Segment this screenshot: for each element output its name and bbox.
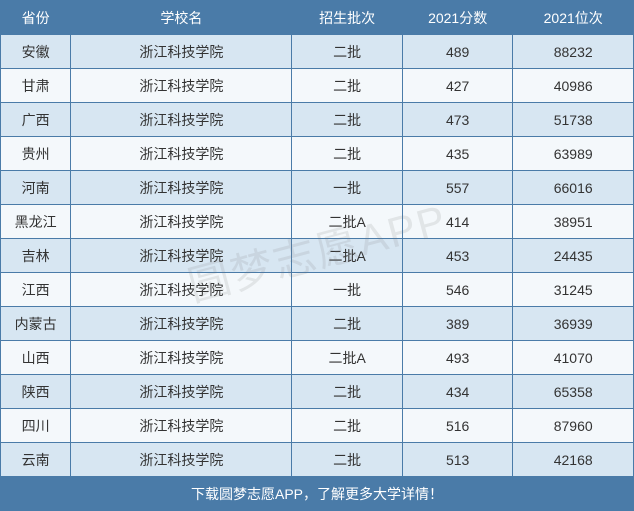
header-school: 学校名 xyxy=(71,1,292,35)
cell-batch: 二批 xyxy=(292,443,403,477)
cell-batch: 一批 xyxy=(292,171,403,205)
cell-rank: 36939 xyxy=(513,307,634,341)
cell-province: 安徽 xyxy=(1,35,71,69)
cell-batch: 二批A xyxy=(292,239,403,273)
cell-rank: 65358 xyxy=(513,375,634,409)
table-header-row: 省份 学校名 招生批次 2021分数 2021位次 xyxy=(1,1,634,35)
cell-province: 吉林 xyxy=(1,239,71,273)
cell-school: 浙江科技学院 xyxy=(71,273,292,307)
cell-score: 414 xyxy=(402,205,513,239)
cell-province: 广西 xyxy=(1,103,71,137)
table-row: 广西 浙江科技学院 二批 473 51738 xyxy=(1,103,634,137)
table-body: 安徽 浙江科技学院 二批 489 88232 甘肃 浙江科技学院 二批 427 … xyxy=(1,35,634,511)
cell-school: 浙江科技学院 xyxy=(71,409,292,443)
cell-rank: 51738 xyxy=(513,103,634,137)
cell-score: 493 xyxy=(402,341,513,375)
cell-score: 546 xyxy=(402,273,513,307)
table-row: 陕西 浙江科技学院 二批 434 65358 xyxy=(1,375,634,409)
cell-score: 434 xyxy=(402,375,513,409)
table-row: 内蒙古 浙江科技学院 二批 389 36939 xyxy=(1,307,634,341)
table-row: 江西 浙江科技学院 一批 546 31245 xyxy=(1,273,634,307)
table-row: 云南 浙江科技学院 二批 513 42168 xyxy=(1,443,634,477)
header-batch: 招生批次 xyxy=(292,1,403,35)
cell-province: 河南 xyxy=(1,171,71,205)
cell-province: 江西 xyxy=(1,273,71,307)
cell-rank: 31245 xyxy=(513,273,634,307)
cell-batch: 二批A xyxy=(292,205,403,239)
cell-rank: 38951 xyxy=(513,205,634,239)
cell-school: 浙江科技学院 xyxy=(71,307,292,341)
cell-batch: 一批 xyxy=(292,273,403,307)
table-row: 吉林 浙江科技学院 二批A 453 24435 xyxy=(1,239,634,273)
table-row: 四川 浙江科技学院 二批 516 87960 xyxy=(1,409,634,443)
cell-rank: 63989 xyxy=(513,137,634,171)
table-footer-row: 下载圆梦志愿APP，了解更多大学详情！ xyxy=(1,477,634,511)
cell-province: 山西 xyxy=(1,341,71,375)
cell-score: 489 xyxy=(402,35,513,69)
cell-school: 浙江科技学院 xyxy=(71,239,292,273)
cell-province: 甘肃 xyxy=(1,69,71,103)
table-row: 河南 浙江科技学院 一批 557 66016 xyxy=(1,171,634,205)
cell-school: 浙江科技学院 xyxy=(71,205,292,239)
table-row: 甘肃 浙江科技学院 二批 427 40986 xyxy=(1,69,634,103)
cell-score: 557 xyxy=(402,171,513,205)
cell-rank: 88232 xyxy=(513,35,634,69)
cell-rank: 87960 xyxy=(513,409,634,443)
cell-province: 内蒙古 xyxy=(1,307,71,341)
cell-score: 389 xyxy=(402,307,513,341)
header-rank: 2021位次 xyxy=(513,1,634,35)
cell-score: 435 xyxy=(402,137,513,171)
cell-province: 贵州 xyxy=(1,137,71,171)
cell-school: 浙江科技学院 xyxy=(71,69,292,103)
footer-text: 下载圆梦志愿APP，了解更多大学详情！ xyxy=(1,477,634,511)
cell-batch: 二批 xyxy=(292,137,403,171)
cell-rank: 42168 xyxy=(513,443,634,477)
cell-score: 516 xyxy=(402,409,513,443)
cell-school: 浙江科技学院 xyxy=(71,103,292,137)
header-score: 2021分数 xyxy=(402,1,513,35)
cell-score: 473 xyxy=(402,103,513,137)
table-row: 安徽 浙江科技学院 二批 489 88232 xyxy=(1,35,634,69)
admissions-table: 省份 学校名 招生批次 2021分数 2021位次 安徽 浙江科技学院 二批 4… xyxy=(0,0,634,511)
cell-batch: 二批 xyxy=(292,409,403,443)
cell-school: 浙江科技学院 xyxy=(71,137,292,171)
cell-province: 黑龙江 xyxy=(1,205,71,239)
cell-batch: 二批 xyxy=(292,103,403,137)
table-row: 山西 浙江科技学院 二批A 493 41070 xyxy=(1,341,634,375)
cell-school: 浙江科技学院 xyxy=(71,443,292,477)
cell-batch: 二批 xyxy=(292,69,403,103)
cell-score: 453 xyxy=(402,239,513,273)
cell-province: 陕西 xyxy=(1,375,71,409)
cell-province: 云南 xyxy=(1,443,71,477)
header-province: 省份 xyxy=(1,1,71,35)
cell-school: 浙江科技学院 xyxy=(71,35,292,69)
cell-school: 浙江科技学院 xyxy=(71,341,292,375)
table-row: 黑龙江 浙江科技学院 二批A 414 38951 xyxy=(1,205,634,239)
cell-batch: 二批 xyxy=(292,307,403,341)
cell-rank: 66016 xyxy=(513,171,634,205)
cell-province: 四川 xyxy=(1,409,71,443)
cell-rank: 41070 xyxy=(513,341,634,375)
cell-batch: 二批 xyxy=(292,375,403,409)
cell-rank: 40986 xyxy=(513,69,634,103)
cell-school: 浙江科技学院 xyxy=(71,171,292,205)
cell-batch: 二批A xyxy=(292,341,403,375)
cell-score: 513 xyxy=(402,443,513,477)
cell-rank: 24435 xyxy=(513,239,634,273)
cell-school: 浙江科技学院 xyxy=(71,375,292,409)
cell-batch: 二批 xyxy=(292,35,403,69)
cell-score: 427 xyxy=(402,69,513,103)
table-row: 贵州 浙江科技学院 二批 435 63989 xyxy=(1,137,634,171)
